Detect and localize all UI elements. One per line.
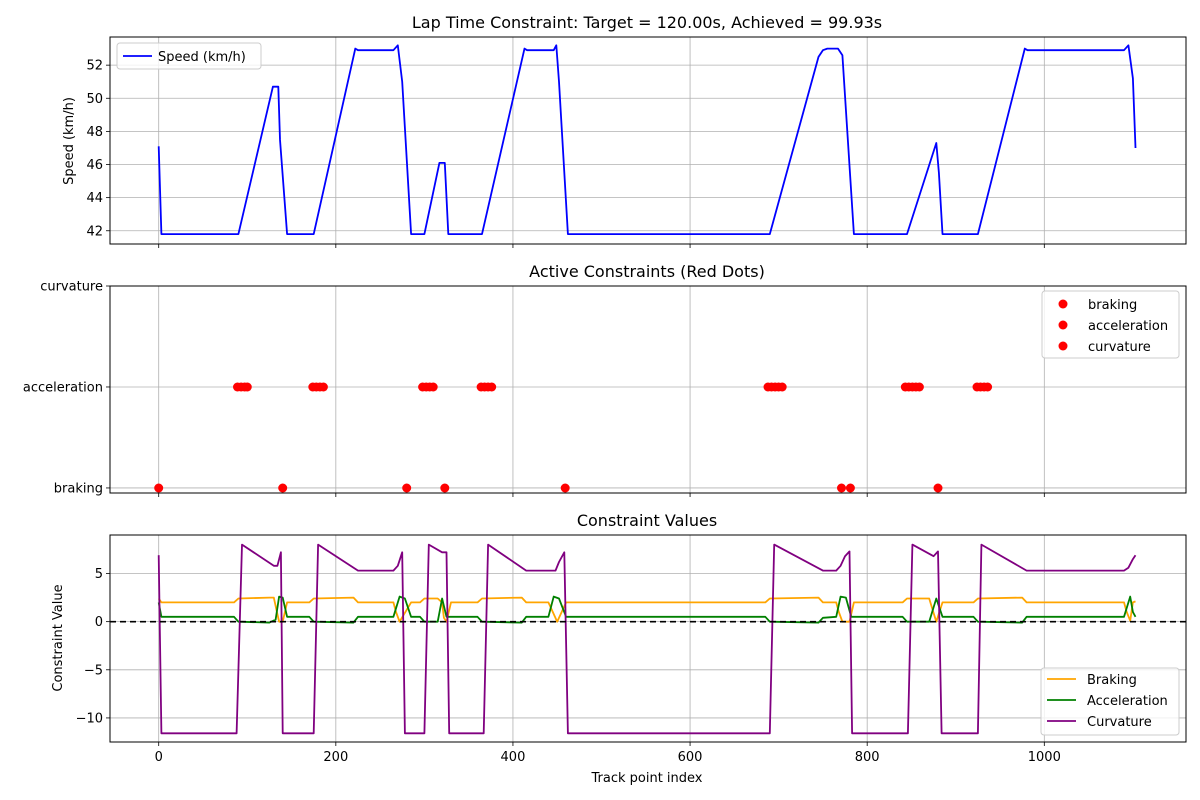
speed-axes: Lap Time Constraint: Target = 120.00s, A… (62, 13, 1187, 248)
constraint-point-braking (278, 483, 288, 493)
constraint-point-braking (560, 483, 570, 493)
constraint-point-braking (402, 483, 412, 493)
y-tick-label: 52 (86, 59, 103, 74)
x-tick-label: 200 (323, 750, 348, 765)
constraint-values-legend: Braking Acceleration Curvature (1040, 667, 1180, 736)
legend-label-curvature: curvature (1088, 340, 1151, 355)
speed-legend: Speed (km/h) (116, 42, 262, 70)
x-tick-label: 600 (678, 750, 703, 765)
constraint-values-ticks: 0 200 400 600 800 1000 −10 −5 0 5 (76, 567, 1061, 765)
constraint-point-acceleration (318, 382, 328, 392)
constraint-values-axes: Constraint Values Constraint Value Track… (51, 511, 1187, 786)
x-tick-label: 1000 (1028, 750, 1061, 765)
speed-legend-box (116, 42, 262, 70)
y-tick-label: 42 (86, 224, 103, 239)
legend-marker-curvature (1058, 341, 1068, 351)
constraint-point-braking (845, 483, 855, 493)
series-line-speed-km-h (157, 44, 1137, 236)
constraint-point-braking (837, 483, 846, 493)
constraint-values-title: Constraint Values (577, 511, 717, 530)
constraint-point-braking (933, 483, 943, 493)
speed-plot-area (157, 44, 1137, 236)
speed-chart-title: Lap Time Constraint: Target = 120.00s, A… (412, 13, 882, 32)
speed-ticks: 42 44 46 48 50 52 (86, 59, 1045, 248)
series-line-curvature (157, 543, 1137, 735)
speed-legend-label: Speed (km/h) (158, 50, 246, 65)
x-axis-label: Track point index (590, 771, 702, 786)
active-constraints-axes-frame (109, 285, 1187, 494)
y-tick-label: 44 (86, 191, 103, 206)
constraint-point-acceleration (242, 382, 252, 392)
x-tick-label: 800 (855, 750, 880, 765)
speed-axes-frame (109, 36, 1187, 245)
legend-marker-braking (1058, 299, 1068, 309)
constraint-values-y-axis-label: Constraint Value (51, 584, 66, 691)
constraint-values-legend-box (1040, 667, 1180, 736)
legend-marker-acceleration (1058, 320, 1068, 330)
x-tick-label: 0 (155, 750, 163, 765)
speed-y-axis-label: Speed (km/h) (62, 97, 77, 185)
active-constraints-axes: Active Constraints (Red Dots) braking acc… (23, 262, 1187, 497)
constraint-point-braking (154, 483, 164, 493)
constraint-point-acceleration (914, 382, 924, 392)
constraint-point-acceleration (777, 382, 787, 392)
y-tick-label: −10 (76, 711, 103, 726)
y-tick-label-braking: braking (54, 481, 103, 496)
active-constraints-legend: braking acceleration curvature (1041, 290, 1180, 359)
y-tick-label: 5 (95, 567, 103, 582)
constraint-point-braking (440, 483, 450, 493)
y-tick-label: 46 (86, 158, 103, 173)
active-constraints-legend-box (1041, 290, 1180, 359)
active-constraints-plot-area (154, 382, 993, 493)
constraint-point-acceleration (487, 382, 497, 392)
y-tick-label-curvature: curvature (40, 280, 103, 295)
constraint-values-axes-frame (109, 534, 1187, 743)
x-tick-label: 400 (501, 750, 526, 765)
active-constraints-ticks: braking acceleration curvature (23, 280, 1045, 497)
y-tick-label: 48 (86, 125, 103, 140)
legend-label-acceleration: acceleration (1088, 319, 1168, 334)
active-constraints-title: Active Constraints (Red Dots) (529, 262, 765, 281)
constraint-point-acceleration (428, 382, 438, 392)
constraint-point-acceleration (983, 382, 993, 392)
legend-label-acceleration-value: Acceleration (1087, 694, 1168, 709)
y-tick-label: −5 (84, 663, 103, 678)
speed-grid (110, 37, 1186, 244)
constraint-values-plot-area (110, 543, 1186, 735)
legend-label-curvature-value: Curvature (1087, 715, 1152, 730)
y-tick-label: 50 (86, 92, 103, 107)
y-tick-label-acceleration: acceleration (23, 380, 103, 395)
legend-label-braking: braking (1088, 298, 1137, 313)
y-tick-label: 0 (95, 615, 103, 630)
legend-label-braking-value: Braking (1087, 673, 1137, 688)
